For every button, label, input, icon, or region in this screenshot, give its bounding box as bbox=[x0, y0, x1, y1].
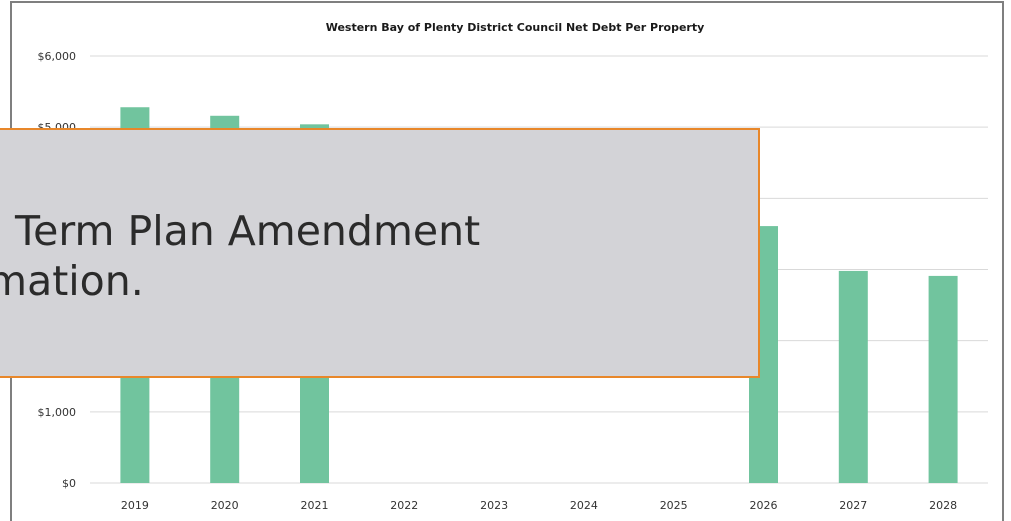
bar-2028 bbox=[928, 275, 958, 483]
x-tick-label: 2026 bbox=[750, 499, 778, 512]
x-tick-label: 2025 bbox=[660, 499, 688, 512]
x-tick-label: 2023 bbox=[480, 499, 508, 512]
x-tick-label: 2020 bbox=[211, 499, 239, 512]
x-tick-label: 2019 bbox=[121, 499, 149, 512]
x-tick-label: 2021 bbox=[301, 499, 329, 512]
y-tick-label: $1,000 bbox=[38, 406, 77, 419]
chart-title: Western Bay of Plenty District Council N… bbox=[326, 21, 705, 34]
overlay-line-2: rmation. bbox=[0, 257, 144, 305]
x-tick-label: 2027 bbox=[839, 499, 867, 512]
x-tick-label: 2028 bbox=[929, 499, 957, 512]
overlay-line-1: g Term Plan Amendment bbox=[0, 207, 481, 255]
y-tick-label: $6,000 bbox=[38, 50, 77, 63]
x-axis-tick-labels: 2019 2020 2021 2022 2023 2024 2025 2026 2027 2028 bbox=[121, 499, 957, 512]
overlay-banner: g Term Plan Amendment rmation. bbox=[0, 128, 760, 378]
bar-2027 bbox=[838, 270, 868, 483]
y-tick-label: $0 bbox=[62, 477, 76, 490]
x-tick-label: 2024 bbox=[570, 499, 598, 512]
overlay-text: g Term Plan Amendment rmation. bbox=[0, 206, 480, 306]
x-tick-label: 2022 bbox=[390, 499, 418, 512]
